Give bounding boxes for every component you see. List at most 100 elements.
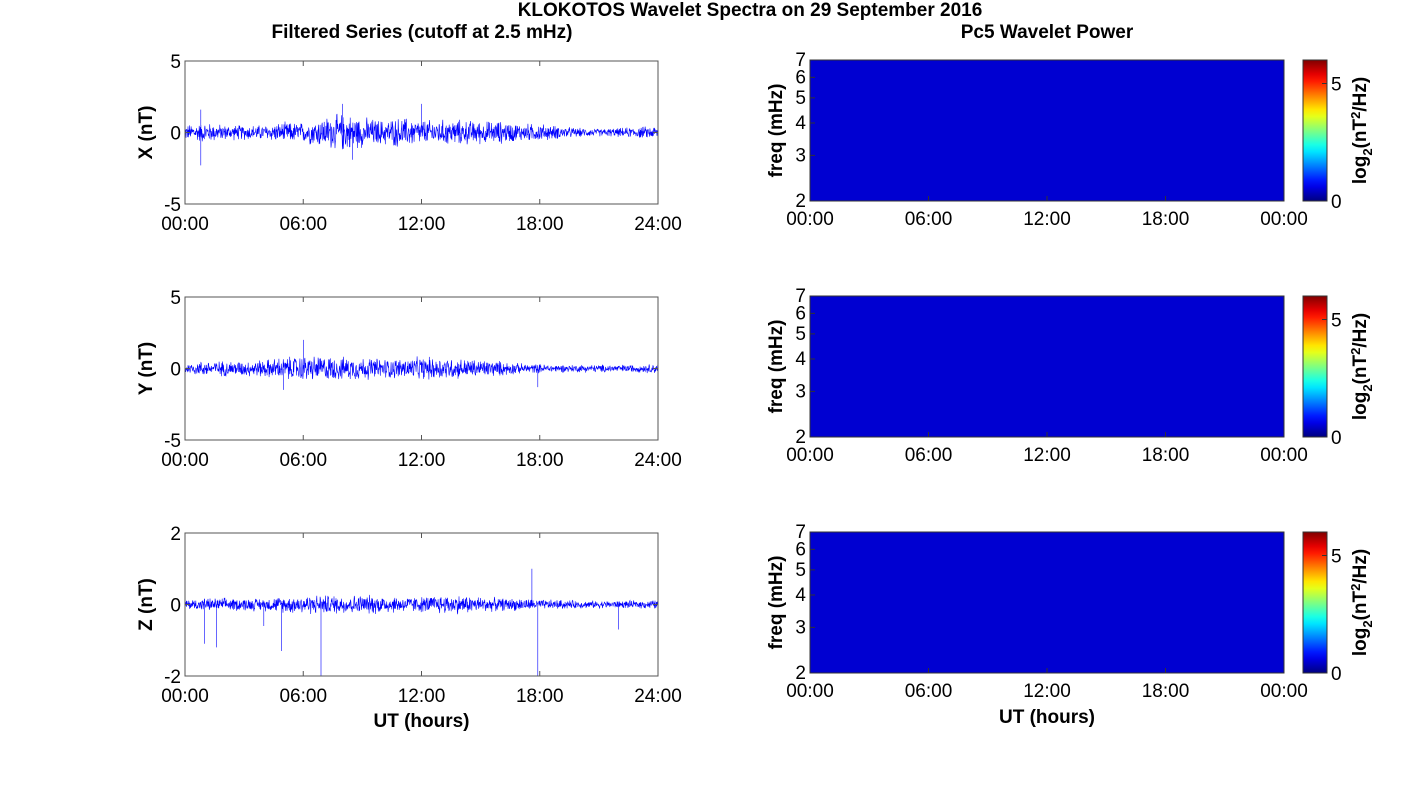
wavelet-y-ytick-label: 3 <box>795 381 806 402</box>
wavelet-z-xtick-label: 12:00 <box>1023 681 1071 702</box>
series-y-ylabel: Y (nT) <box>136 342 157 395</box>
series-x-xtick-label: 24:00 <box>634 214 682 235</box>
series-z-ytick-label: 2 <box>170 524 181 545</box>
wavelet-y-colorbar <box>1302 295 1328 438</box>
wavelet-y-ytick-label: 2 <box>795 427 806 448</box>
wavelet-y-colorbar-label-part: 2 <box>1348 348 1363 355</box>
wavelet-z-colorbar-label-part: log <box>1350 628 1371 657</box>
wavelet-x-colorbar-label-part: 2 <box>1360 148 1375 155</box>
wavelet-y-xtick-label: 00:00 <box>786 445 834 466</box>
wavelet-z-colorbar-label-part: 2 <box>1360 620 1375 627</box>
series-z-xlabel: UT (hours) <box>373 711 469 732</box>
wavelet-x-colorbar-label: log2(nT2/Hz) <box>1348 77 1375 184</box>
series-y-ytick-label: -5 <box>164 431 181 452</box>
wavelet-x-colorbar-tick-label: 0 <box>1331 192 1342 213</box>
wavelet-x-ylabel: freq (mHz) <box>766 84 787 178</box>
series-x-xtick-label: 18:00 <box>516 214 564 235</box>
series-y-ytick-label: 5 <box>170 288 181 309</box>
wavelet-x-ytick-label: 3 <box>795 145 806 166</box>
wavelet-x-ytick-label: 2 <box>795 191 806 212</box>
filtered-series-title: Filtered Series (cutoff at 2.5 mHz) <box>271 22 573 43</box>
wavelet-x-xtick-label: 00:00 <box>1260 209 1308 230</box>
wavelet-x-xtick-label: 18:00 <box>1142 209 1190 230</box>
wavelet-y-ytick-label: 6 <box>795 303 806 324</box>
series-y-ytick-label: 0 <box>170 360 181 381</box>
figure-title: KLOKOTOS Wavelet Spectra on 29 September… <box>517 0 983 21</box>
wavelet-x-ytick-label: 7 <box>795 50 806 71</box>
wavelet-z-ytick-label: 6 <box>795 539 806 560</box>
wavelet-z-colorbar <box>1302 531 1328 674</box>
wavelet-y-colorbar-label-part: 2 <box>1360 384 1375 391</box>
series-x-xtick-label: 00:00 <box>161 214 209 235</box>
wavelet-z-ytick-label: 7 <box>795 522 806 543</box>
series-z-ylabel: Z (nT) <box>136 578 157 631</box>
wavelet-x-colorbar-label-part: 2 <box>1348 112 1363 119</box>
wavelet-x-xtick-label: 00:00 <box>786 209 834 230</box>
wavelet-z-colorbar-label: log2(nT2/Hz) <box>1348 549 1375 656</box>
series-y-xtick-label: 18:00 <box>516 450 564 471</box>
wavelet-y-xtick-label: 00:00 <box>1260 445 1308 466</box>
wavelet-x-background <box>810 60 1284 201</box>
wavelet-y-colorbar-label: log2(nT2/Hz) <box>1348 313 1375 420</box>
wavelet-y-colorbar-tick-label: 0 <box>1331 428 1342 449</box>
wavelet-z-xtick-label: 00:00 <box>1260 681 1308 702</box>
wavelet-z-ytick-label: 5 <box>795 560 806 581</box>
wavelet-x-xtick-label: 06:00 <box>905 209 953 230</box>
series-x-xtick-label: 12:00 <box>398 214 446 235</box>
wavelet-z-background <box>810 532 1284 673</box>
wavelet-x-colorbar-label-part: /Hz) <box>1350 77 1371 112</box>
series-y-xtick-label: 12:00 <box>398 450 446 471</box>
wavelet-z-ytick-label: 2 <box>795 663 806 684</box>
wavelet-power-title: Pc5 Wavelet Power <box>960 22 1134 43</box>
wavelet-x-ytick-label: 4 <box>795 113 806 134</box>
series-y-xtick-label: 00:00 <box>161 450 209 471</box>
series-x-ytick-label: 5 <box>170 52 181 73</box>
wavelet-y-ytick-label: 7 <box>795 286 806 307</box>
wavelet-x-xtick-label: 12:00 <box>1023 209 1071 230</box>
wavelet-z-xtick-label: 18:00 <box>1142 681 1190 702</box>
series-z-ytick-label: 0 <box>170 596 181 617</box>
series-x-xtick-label: 06:00 <box>279 214 327 235</box>
wavelet-y-ytick-label: 4 <box>795 349 806 370</box>
series-z-xtick-label: 12:00 <box>398 686 446 707</box>
wavelet-z-xtick-label: 00:00 <box>786 681 834 702</box>
wavelet-y-ylabel: freq (mHz) <box>766 320 787 414</box>
wavelet-x-colorbar-label-part: log <box>1350 156 1371 185</box>
wavelet-z-xlabel: UT (hours) <box>999 707 1095 728</box>
series-z-line <box>184 568 659 676</box>
series-z-xtick-label: 24:00 <box>634 686 682 707</box>
wavelet-x-ytick-label: 6 <box>795 67 806 88</box>
wavelet-y-colorbar-label-part: (nT <box>1350 355 1371 385</box>
wavelet-x-colorbar <box>1302 59 1328 202</box>
series-x-ylabel: X (nT) <box>136 106 157 160</box>
series-y-xtick-label: 06:00 <box>279 450 327 471</box>
series-y-xtick-label: 24:00 <box>634 450 682 471</box>
wavelet-x-ytick-label: 5 <box>795 88 806 109</box>
wavelet-y-xtick-label: 18:00 <box>1142 445 1190 466</box>
series-z-xtick-label: 06:00 <box>279 686 327 707</box>
series-x-ytick-label: 0 <box>170 124 181 145</box>
wavelet-y-xtick-label: 06:00 <box>905 445 953 466</box>
wavelet-x-colorbar-tick-label: 5 <box>1331 75 1342 96</box>
wavelet-z-ytick-label: 4 <box>795 585 806 606</box>
series-z-xtick-label: 00:00 <box>161 686 209 707</box>
wavelet-z-xtick-label: 06:00 <box>905 681 953 702</box>
wavelet-z-colorbar-label-part: 2 <box>1348 584 1363 591</box>
wavelet-z-colorbar-tick-label: 0 <box>1331 664 1342 685</box>
wavelet-y-background <box>810 296 1284 437</box>
wavelet-x-colorbar-label-part: (nT <box>1350 119 1371 149</box>
series-y-line <box>184 339 659 390</box>
series-x-line <box>184 103 659 166</box>
wavelet-y-ytick-label: 5 <box>795 324 806 345</box>
series-z-xtick-label: 18:00 <box>516 686 564 707</box>
wavelet-z-ytick-label: 3 <box>795 617 806 638</box>
wavelet-y-colorbar-tick-label: 5 <box>1331 311 1342 332</box>
wavelet-z-ylabel: freq (mHz) <box>766 556 787 650</box>
wavelet-z-colorbar-tick-label: 5 <box>1331 547 1342 568</box>
wavelet-y-xtick-label: 12:00 <box>1023 445 1071 466</box>
wavelet-y-colorbar-label-part: log <box>1350 392 1371 421</box>
wavelet-z-colorbar-label-part: /Hz) <box>1350 549 1371 584</box>
wavelet-z-colorbar-label-part: (nT <box>1350 591 1371 621</box>
series-z-ytick-label: -2 <box>164 667 181 688</box>
